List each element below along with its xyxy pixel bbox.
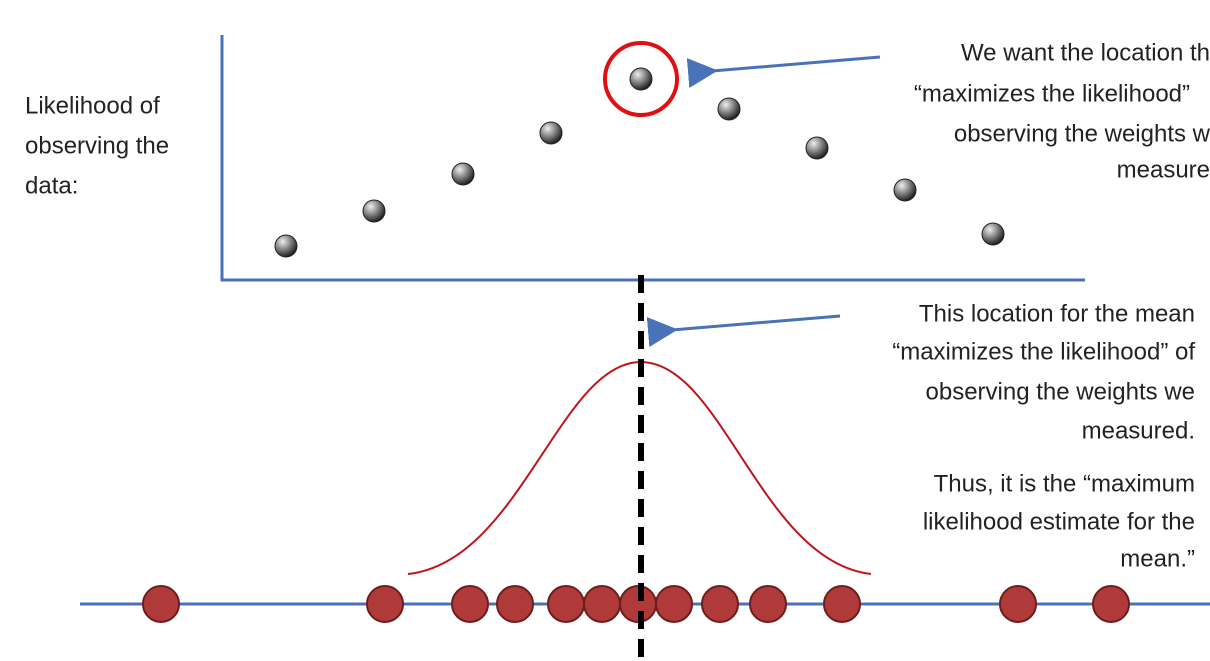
- note: We want the location th: [961, 39, 1210, 66]
- note: “maximizes the likelihood”: [914, 80, 1190, 107]
- label: Likelihood of: [25, 92, 160, 119]
- likelihood-dots: [274, 67, 1005, 258]
- max-highlight: [603, 41, 679, 117]
- note: measured.: [1082, 417, 1195, 444]
- note: This location for the mean: [919, 300, 1195, 327]
- label: data:: [25, 172, 78, 199]
- likelihood-axes: [220, 35, 1085, 282]
- note: mean.”: [1120, 545, 1195, 572]
- note: “maximizes the likelihood” of: [892, 338, 1195, 365]
- arrow: [646, 314, 841, 347]
- note: Thus, it is the “maximum: [934, 470, 1195, 497]
- note: measure: [1117, 156, 1210, 183]
- measurements: [142, 585, 1130, 623]
- note: observing the weights we: [926, 378, 1195, 405]
- note: likelihood estimate for the: [923, 508, 1195, 535]
- arrow: [686, 55, 881, 88]
- note: observing the weights w: [954, 120, 1210, 147]
- label: observing the: [25, 132, 169, 159]
